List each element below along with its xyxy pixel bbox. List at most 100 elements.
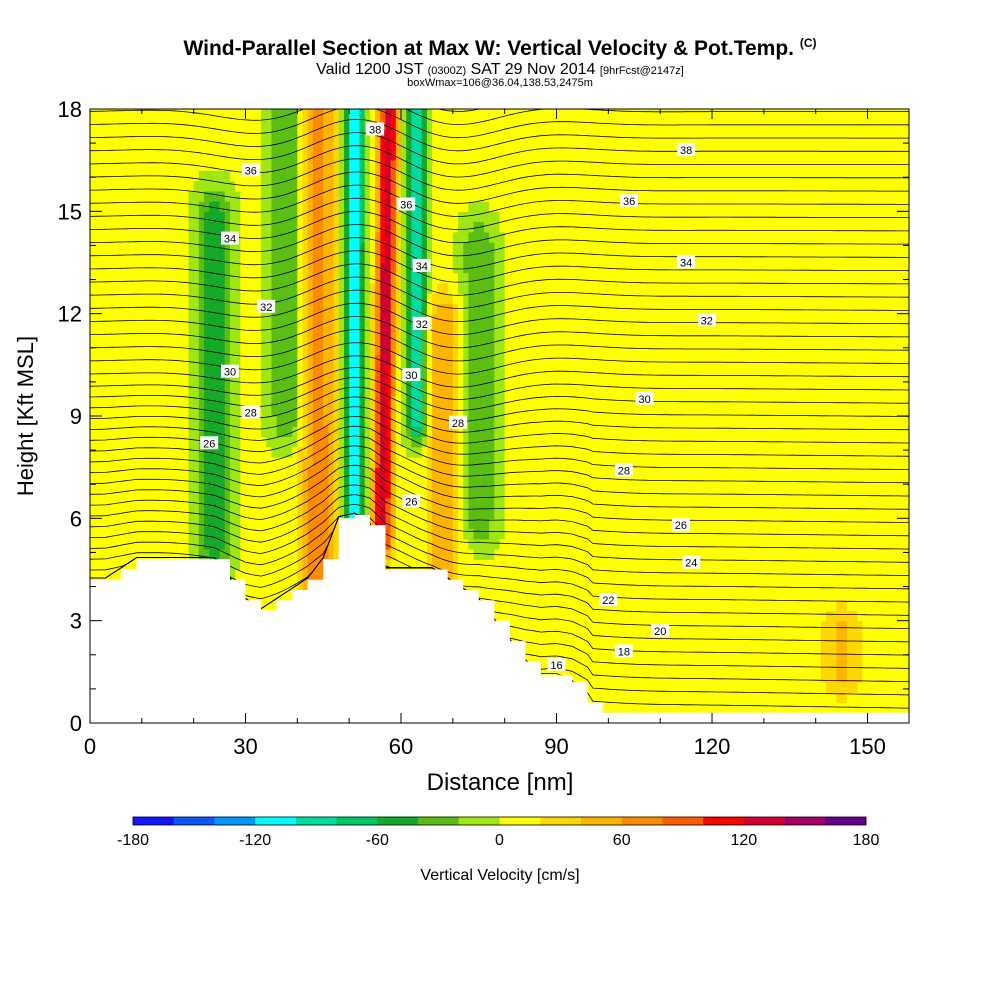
valid-date: SAT 29 Nov 2014: [470, 61, 596, 78]
velocity-cell: [152, 528, 158, 540]
velocity-cell: [157, 201, 164, 212]
velocity-cell: [204, 385, 210, 397]
velocity-cell: [338, 344, 345, 356]
velocity-cell: [452, 467, 459, 478]
velocity-cell: [468, 487, 475, 499]
velocity-cell: [328, 538, 335, 550]
velocity-cell: [214, 477, 221, 489]
velocity-cell: [338, 201, 345, 212]
velocity-cell: [209, 344, 215, 356]
velocity-cell: [442, 518, 449, 530]
velocity-cell: [115, 385, 122, 397]
velocity-cell: [204, 252, 210, 264]
velocity-cell: [307, 211, 314, 223]
velocity-cell: [411, 508, 418, 519]
velocity-cell: [338, 416, 345, 427]
velocity-cell: [110, 282, 117, 294]
velocity-cell: [276, 344, 283, 356]
velocity-cell: [271, 119, 278, 131]
velocity-cell: [188, 201, 195, 212]
velocity-cell: [121, 446, 127, 458]
velocity-cell: [261, 313, 267, 325]
copyright-mark: (C): [799, 36, 817, 50]
velocity-cell: [390, 508, 397, 519]
velocity-cell: [152, 538, 158, 550]
velocity-cell: [504, 242, 511, 253]
velocity-cell: [333, 538, 340, 550]
velocity-cell: [276, 160, 283, 171]
velocity-cell: [338, 211, 345, 223]
velocity-cell: [307, 313, 314, 325]
velocity-cell: [458, 375, 464, 386]
velocity-cell: [224, 221, 231, 233]
velocity-cell: [483, 139, 490, 151]
velocity-cell: [224, 344, 231, 356]
velocity-cell: [318, 456, 324, 468]
velocity-cell: [255, 477, 262, 489]
velocity-cell: [515, 190, 521, 202]
velocity-cell: [188, 160, 195, 171]
velocity-cell: [494, 139, 501, 151]
velocity-cell: [385, 170, 392, 182]
velocity-cell: [452, 456, 459, 468]
velocity-cell: [136, 242, 143, 253]
velocity-cell: [354, 303, 361, 315]
velocity-cell: [369, 252, 376, 264]
velocity-cell: [458, 549, 464, 560]
velocity-cell: [281, 354, 288, 366]
velocity-cell: [385, 538, 392, 550]
velocity-cell: [354, 211, 361, 223]
velocity-cell: [302, 190, 309, 202]
velocity-cell: [235, 129, 241, 141]
velocity-cell: [504, 569, 511, 581]
velocity-cell: [483, 518, 490, 530]
velocity-cell: [131, 375, 138, 386]
velocity-cell: [489, 456, 495, 468]
velocity-cell: [458, 344, 464, 356]
velocity-cell: [354, 190, 361, 202]
velocity-cell: [157, 303, 164, 315]
velocity-cell: [209, 385, 215, 397]
velocity-cell: [255, 211, 262, 223]
velocity-cell: [328, 549, 335, 560]
velocity-cell: [302, 446, 309, 458]
velocity-cell: [167, 467, 174, 478]
velocity-cell: [489, 497, 495, 509]
velocity-cell: [483, 344, 490, 356]
velocity-cell: [229, 559, 236, 571]
velocity-cell: [147, 160, 153, 171]
velocity-cell: [229, 375, 236, 386]
velocity-cell: [110, 364, 117, 376]
velocity-cell: [235, 221, 241, 233]
velocity-cell: [172, 313, 179, 325]
velocity-cell: [121, 149, 127, 161]
velocity-cell: [95, 456, 101, 468]
velocity-cell: [183, 446, 190, 458]
velocity-cell: [115, 211, 122, 223]
velocity-cell: [136, 344, 143, 356]
velocity-cell: [328, 231, 335, 243]
velocity-cell: [204, 364, 210, 376]
velocity-cell: [276, 139, 283, 151]
velocity-cell: [152, 467, 158, 478]
velocity-cell: [468, 436, 475, 448]
velocity-cell: [463, 180, 469, 192]
velocity-cell: [437, 231, 444, 243]
velocity-cell: [328, 477, 335, 489]
velocity-cell: [193, 456, 200, 468]
velocity-cell: [90, 201, 96, 212]
velocity-cell: [141, 344, 148, 356]
velocity-cell: [255, 282, 262, 294]
velocity-cell: [266, 436, 273, 448]
velocity-cell: [183, 518, 190, 530]
velocity-cell: [432, 119, 438, 131]
velocity-cell: [126, 119, 133, 131]
velocity-cell: [188, 508, 195, 519]
velocity-cell: [95, 190, 101, 202]
velocity-cell: [136, 426, 143, 438]
velocity-cell: [110, 242, 117, 253]
velocity-cell: [261, 282, 267, 294]
velocity-cell: [193, 109, 200, 120]
velocity-cell: [416, 282, 423, 294]
velocity-cell: [286, 477, 293, 489]
